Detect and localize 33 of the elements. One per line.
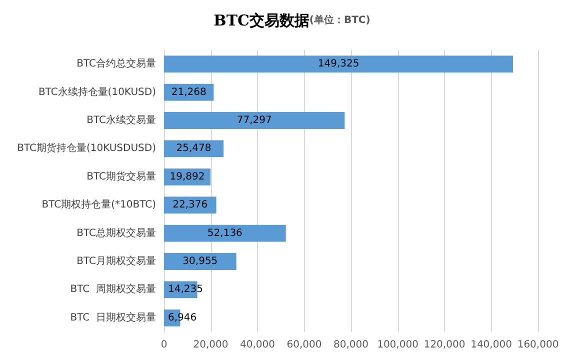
data-label: 19,892 (170, 171, 205, 182)
y-tick-label: BTC期货持仓量(10KUSDUSD) (17, 142, 156, 154)
x-tick-label: 60,000 (286, 340, 322, 350)
data-label: 22,376 (172, 200, 208, 211)
x-tick-label: 160,000 (517, 340, 559, 350)
x-tick-label: 0 (160, 340, 168, 350)
y-tick-label: BTC合约总交易量 (76, 58, 156, 70)
x-tick-label: 140,000 (470, 340, 512, 350)
data-label: 149,325 (318, 58, 360, 70)
y-tick-label: BTC永续持仓量(10KUSD) (38, 86, 156, 98)
y-tick-label: BTC期货交易量 (86, 170, 156, 182)
chart-subtitle: (单位：BTC) (309, 14, 370, 26)
y-tick-label: BTC 周期权交易量 (70, 283, 156, 296)
bar (164, 112, 345, 129)
bar (164, 224, 286, 242)
data-label: 30,955 (182, 256, 218, 267)
x-tick-label: 100,000 (377, 340, 418, 350)
bar (164, 253, 236, 270)
chart-title: BTC交易数据 (214, 12, 310, 30)
y-tick-label: BTC月期权交易量 (76, 255, 156, 267)
data-label: 25,478 (176, 143, 212, 154)
y-tick-label: BTC总期权交易量 (76, 226, 156, 239)
data-label: 21,268 (171, 86, 206, 98)
data-label: 52,136 (207, 228, 242, 239)
bar (164, 56, 514, 73)
data-label: 77,297 (236, 115, 272, 126)
x-tick-label: 80,000 (334, 340, 368, 350)
x-tick-label: 120,000 (424, 340, 466, 350)
y-tick-label: BTC永续交易量 (86, 114, 156, 126)
x-tick-label: 40,000 (240, 340, 275, 350)
y-tick-label: BTC期权持仓量(*10BTC) (42, 198, 156, 211)
y-tick-label: BTC 日期权交易量 (70, 311, 156, 324)
x-tick-label: 20,000 (193, 340, 228, 350)
